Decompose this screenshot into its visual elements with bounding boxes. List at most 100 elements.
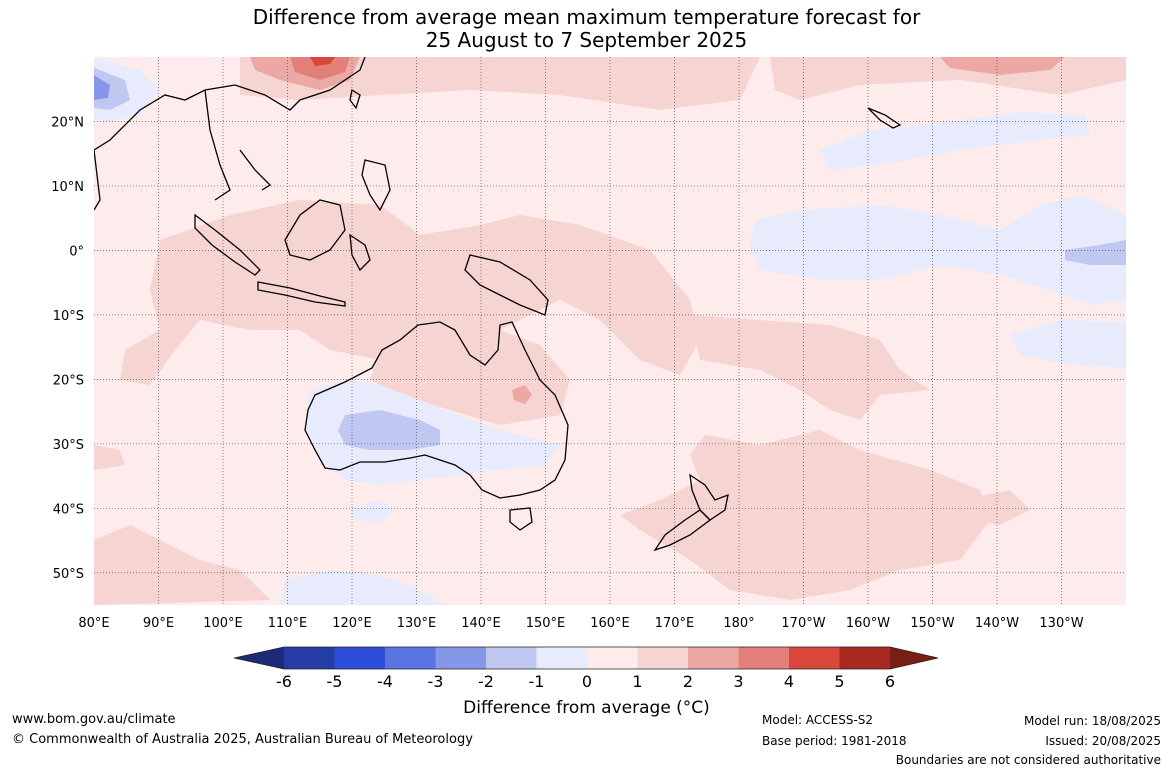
latitude-label: 10°S [53,309,84,324]
cool-area-northeast [820,112,1090,170]
latitude-label: 20°S [53,373,84,388]
colorbar-tick-label: -5 [327,672,343,691]
colorbar-tick-label: -1 [529,672,545,691]
colorbar-segment [587,647,638,669]
coast-asia-mainland [94,57,366,211]
longitude-label: 100°E [203,616,243,631]
longitude-label: 110°E [268,616,308,631]
colorbar-tick-label: 6 [885,672,895,691]
coastlines [94,57,902,552]
colorbar-tick-label: -2 [478,672,494,691]
colorbar-segment [637,647,689,669]
coast-tasmania [509,507,533,531]
warm-area-maritime [120,200,700,385]
longitude-label: 130°E [397,616,437,631]
issued-text: Issued: 20/08/2025 [1045,734,1161,748]
warm-core-northpacific [940,57,1065,75]
colorbar-label: Difference from average (°C) [463,698,710,718]
colorbar [233,646,939,670]
colorbar-tick-label: -6 [276,672,292,691]
coast-sumatra [194,213,261,276]
colorbar-segment [284,647,335,669]
longitude-label: 150°E [526,616,566,631]
gridlines [94,57,1126,605]
coast-sulawesi [349,233,371,272]
colorbar-tick-label: 1 [632,672,642,691]
colorbar-segment [688,647,739,669]
warm-core-australia [512,385,532,404]
website-link[interactable]: www.bom.gov.au/climate [12,712,176,727]
map-title-line1: Difference from average mean maximum tem… [252,5,921,29]
map-title-line2: 25 August to 7 September 2025 [425,28,748,52]
coast-philippines [361,159,391,212]
longitude-label: 160°W [846,616,890,631]
warm-core-china-inner [290,57,350,80]
colorbar-segment [839,647,891,669]
longitude-label: 140°E [461,616,501,631]
latitude-label: 40°S [53,502,84,517]
cool-area-southwest [280,570,445,605]
longitude-label: 150°W [910,616,954,631]
cool-area-equatorial [750,195,1126,305]
warm-area-southpacific [690,315,930,420]
model-run-text: Model run: 18/08/2025 [1023,714,1161,728]
colorbar-segment [334,647,386,669]
latitude-label: 20°N [51,115,84,130]
longitude-labels: 80°E 90°E 100°E 110°E 120°E 130°E 140°E 150°E 16… [78,616,1083,631]
colorbar-tick-label: -4 [377,672,393,691]
cool-area-south [350,500,395,522]
warm-area-north [240,57,760,110]
cool-area-northwest-max [94,75,110,100]
coast-new-guinea [464,254,549,316]
colorbar-tick-labels: -6 -5 -4 -3 -2 -1 0 1 2 3 4 5 6 [276,672,895,691]
coast-java [257,281,346,307]
colorbar-segment [435,647,487,669]
longitude-label: 170°E [655,616,695,631]
longitude-label: 130°W [1039,616,1083,631]
colorbar-tick-label: 3 [733,672,743,691]
colorbar-high-arrow [890,647,938,669]
coast-australia [304,321,569,499]
model-text: Model: ACCESS-S2 [762,713,874,727]
coast-hawaii [867,107,902,129]
colorbar-tick-label: 0 [582,672,592,691]
colorbar-tick-label: -3 [428,672,444,691]
coast-borneo [284,199,346,261]
colorbar-segment [789,647,840,669]
longitude-label: 120°E [332,616,372,631]
warm-core-china-max [310,57,335,66]
warm-area-west [94,445,125,470]
colorbar-tick-label: 2 [683,672,693,691]
latitude-labels: 20°N 10°N 0° 10°S 20°S 30°S 40°S 50°S [51,115,84,581]
longitude-label: 180° [723,616,754,631]
warm-area-southwest [94,525,270,605]
coast-new-zealand-south [653,509,711,552]
longitude-label: 140°W [975,616,1019,631]
warm-area-tasman [620,430,990,600]
cool-area-eastpacific [1010,320,1126,368]
colorbar-outline [233,646,939,670]
colorbar-segment [738,647,790,669]
latitude-label: 50°S [53,567,84,582]
colorbar-tick-label: 4 [784,672,794,691]
longitude-label: 160°E [590,616,630,631]
anomaly-contours [94,57,1126,605]
colorbar-tick-label: 5 [834,672,844,691]
colorbar-low-arrow [234,647,284,669]
coast-taiwan [349,88,361,110]
longitude-label: 90°E [143,616,174,631]
cool-area-australia-core [338,410,440,450]
cool-area-equatorial-core [1065,240,1126,265]
longitude-label: 170°W [781,616,825,631]
colorbar-segment [486,647,537,669]
latitude-label: 0° [69,244,84,259]
latitude-label: 10°N [51,180,84,195]
warm-area-southeast [960,490,1030,525]
colorbar-segment [536,647,588,669]
cool-area-northwest-core [94,68,130,110]
longitude-label: 80°E [78,616,109,631]
disclaimer-text: Boundaries are not considered authoritat… [895,753,1161,767]
base-period-text: Base period: 1981-2018 [762,734,907,748]
colorbar-segment [385,647,436,669]
latitude-label: 30°S [53,438,84,453]
